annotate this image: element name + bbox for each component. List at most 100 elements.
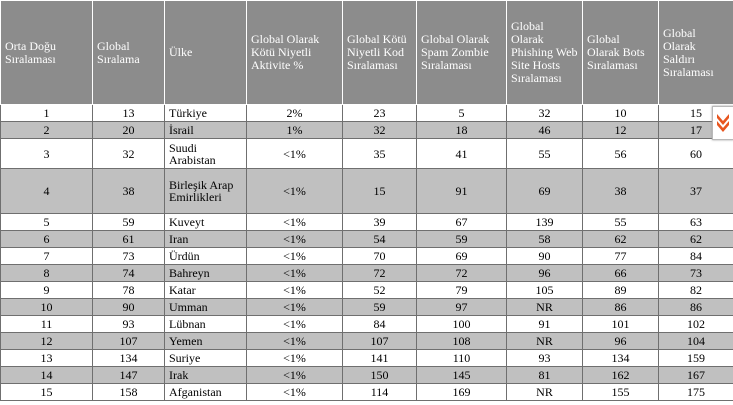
cell-middle-east-rank: 9 xyxy=(0,281,93,299)
cell-spam-zombie-rank: 145 xyxy=(416,366,507,384)
cell-malicious-code-rank: 32 xyxy=(342,121,417,139)
cell-phishing-hosts-rank: 32 xyxy=(506,104,583,122)
cell-malicious-code-rank: 72 xyxy=(342,264,417,282)
cell-country: Afganistan xyxy=(164,383,247,401)
cell-spam-zombie-rank: 18 xyxy=(416,121,507,139)
cell-global-rank: 78 xyxy=(92,281,165,299)
cell-spam-zombie-rank: 91 xyxy=(416,168,507,214)
cell-bots-rank: 162 xyxy=(582,366,659,384)
cell-attack-rank: 86 xyxy=(658,298,733,316)
table-row: 7 73 Ürdün <1% 70 69 90 77 84 xyxy=(0,247,733,265)
cell-global-rank: 38 xyxy=(92,168,165,214)
cell-malicious-activity: <1% xyxy=(246,138,343,169)
cell-middle-east-rank: 10 xyxy=(0,298,93,316)
cell-phishing-hosts-rank: NR xyxy=(506,298,583,316)
cell-bots-rank: 62 xyxy=(582,230,659,248)
cell-global-rank: 107 xyxy=(92,332,165,350)
cell-country: Umman xyxy=(164,298,247,316)
cell-phishing-hosts-rank: 69 xyxy=(506,168,583,214)
cell-phishing-hosts-rank: 81 xyxy=(506,366,583,384)
cell-country: Birleşik Arap Emirlikleri xyxy=(164,168,247,214)
cell-malicious-code-rank: 52 xyxy=(342,281,417,299)
cell-attack-rank: 60 xyxy=(658,138,733,169)
cell-malicious-activity: <1% xyxy=(246,366,343,384)
cell-country: Irak xyxy=(164,366,247,384)
cell-phishing-hosts-rank: 93 xyxy=(506,349,583,367)
cell-spam-zombie-rank: 72 xyxy=(416,264,507,282)
cell-global-rank: 61 xyxy=(92,230,165,248)
cell-malicious-activity: <1% xyxy=(246,247,343,265)
header-global-rank: Global Sıralama xyxy=(92,0,165,105)
cell-middle-east-rank: 12 xyxy=(0,332,93,350)
cell-malicious-code-rank: 84 xyxy=(342,315,417,333)
cell-attack-rank: 37 xyxy=(658,168,733,214)
cell-malicious-code-rank: 23 xyxy=(342,104,417,122)
table-row: 13 134 Suriye <1% 141 110 93 134 159 xyxy=(0,349,733,367)
cell-malicious-activity: <1% xyxy=(246,230,343,248)
header-spam-zombie-rank: Global Olarak Spam Zombie Sıralaması xyxy=(416,0,507,105)
cell-country: Bahreyn xyxy=(164,264,247,282)
cell-bots-rank: 38 xyxy=(582,168,659,214)
cell-phishing-hosts-rank: 58 xyxy=(506,230,583,248)
scroll-down-button[interactable] xyxy=(712,106,733,140)
cell-global-rank: 93 xyxy=(92,315,165,333)
header-malicious-activity: Global Olarak Kötü Niyetli Aktivite % xyxy=(246,0,343,105)
table-row: 1 13 Türkiye 2% 23 5 32 10 15 xyxy=(0,104,733,122)
cell-global-rank: 59 xyxy=(92,213,165,231)
cell-middle-east-rank: 5 xyxy=(0,213,93,231)
table-row: 10 90 Umman <1% 59 97 NR 86 86 xyxy=(0,298,733,316)
cell-malicious-activity: <1% xyxy=(246,213,343,231)
table-row: 2 20 İsrail 1% 32 18 46 12 17 xyxy=(0,121,733,139)
cell-phishing-hosts-rank: 139 xyxy=(506,213,583,231)
table-row: 6 61 Iran <1% 54 59 58 62 62 xyxy=(0,230,733,248)
cell-malicious-activity: <1% xyxy=(246,168,343,214)
cell-middle-east-rank: 1 xyxy=(0,104,93,122)
cell-country: Iran xyxy=(164,230,247,248)
cell-attack-rank: 159 xyxy=(658,349,733,367)
cell-bots-rank: 86 xyxy=(582,298,659,316)
cell-middle-east-rank: 7 xyxy=(0,247,93,265)
cell-middle-east-rank: 3 xyxy=(0,138,93,169)
cell-global-rank: 147 xyxy=(92,366,165,384)
cell-global-rank: 74 xyxy=(92,264,165,282)
cell-malicious-code-rank: 54 xyxy=(342,230,417,248)
cell-spam-zombie-rank: 97 xyxy=(416,298,507,316)
cell-phishing-hosts-rank: NR xyxy=(506,332,583,350)
cell-bots-rank: 55 xyxy=(582,213,659,231)
header-middle-east-rank: Orta Doğu Sıralaması xyxy=(0,0,93,105)
header-attack-rank: Global Olarak Saldırı Sıralaması xyxy=(658,0,733,105)
table-body: 1 13 Türkiye 2% 23 5 32 10 15 2 20 İsrail 1% 32 18 46 12… xyxy=(0,104,733,401)
cell-malicious-activity: <1% xyxy=(246,298,343,316)
cell-attack-rank: 82 xyxy=(658,281,733,299)
cell-phishing-hosts-rank: 96 xyxy=(506,264,583,282)
cell-malicious-activity: <1% xyxy=(246,332,343,350)
header-country: Ülke xyxy=(164,0,247,105)
cell-malicious-code-rank: 35 xyxy=(342,138,417,169)
cell-middle-east-rank: 13 xyxy=(0,349,93,367)
cell-global-rank: 90 xyxy=(92,298,165,316)
cell-malicious-code-rank: 141 xyxy=(342,349,417,367)
cell-country: Lübnan xyxy=(164,315,247,333)
header-phishing-hosts-rank: Global Olarak Phishing Web Site Hosts Sı… xyxy=(506,0,583,105)
cell-bots-rank: 101 xyxy=(582,315,659,333)
table-header: Orta Doğu Sıralaması Global Sıralama Ülk… xyxy=(0,0,733,105)
cell-middle-east-rank: 11 xyxy=(0,315,93,333)
cell-malicious-activity: 1% xyxy=(246,121,343,139)
cell-bots-rank: 96 xyxy=(582,332,659,350)
cell-middle-east-rank: 4 xyxy=(0,168,93,214)
header-bots-rank: Global Olarak Bots Sıralaması xyxy=(582,0,659,105)
cell-global-rank: 13 xyxy=(92,104,165,122)
cell-attack-rank: 73 xyxy=(658,264,733,282)
cell-middle-east-rank: 2 xyxy=(0,121,93,139)
table-row: 9 78 Katar <1% 52 79 105 89 82 xyxy=(0,281,733,299)
cell-global-rank: 158 xyxy=(92,383,165,401)
cell-phishing-hosts-rank: 55 xyxy=(506,138,583,169)
cell-middle-east-rank: 14 xyxy=(0,366,93,384)
cell-global-rank: 20 xyxy=(92,121,165,139)
cell-bots-rank: 12 xyxy=(582,121,659,139)
cell-attack-rank: 63 xyxy=(658,213,733,231)
cell-malicious-code-rank: 114 xyxy=(342,383,417,401)
table-row: 4 38 Birleşik Arap Emirlikleri <1% 15 91 69 38 3… xyxy=(0,168,733,214)
cell-spam-zombie-rank: 79 xyxy=(416,281,507,299)
